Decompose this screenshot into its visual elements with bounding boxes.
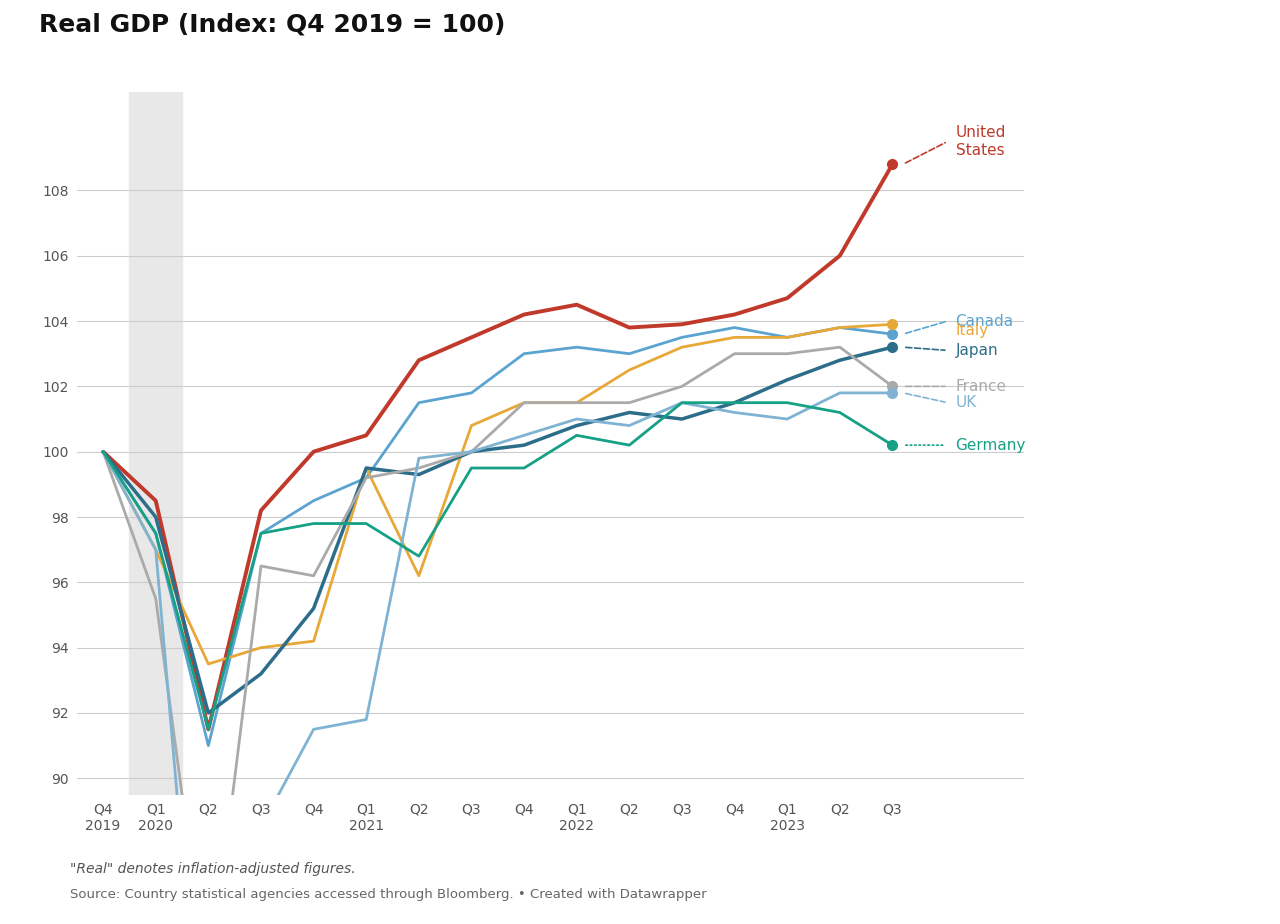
- Text: UK: UK: [956, 395, 977, 410]
- Bar: [129, 92, 182, 795]
- Text: "Real" denotes inflation-adjusted figures.: "Real" denotes inflation-adjusted figure…: [70, 862, 356, 876]
- Text: Germany: Germany: [956, 438, 1027, 453]
- Text: France: France: [956, 379, 1006, 394]
- Text: Real GDP (Index: Q4 2019 = 100): Real GDP (Index: Q4 2019 = 100): [38, 12, 506, 36]
- Text: Canada: Canada: [956, 313, 1014, 329]
- Text: Japan: Japan: [956, 343, 998, 358]
- Text: United
States: United States: [956, 125, 1006, 158]
- Text: Italy: Italy: [956, 323, 988, 338]
- Text: Source: Country statistical agencies accessed through Bloomberg. • Created with : Source: Country statistical agencies acc…: [70, 888, 707, 901]
